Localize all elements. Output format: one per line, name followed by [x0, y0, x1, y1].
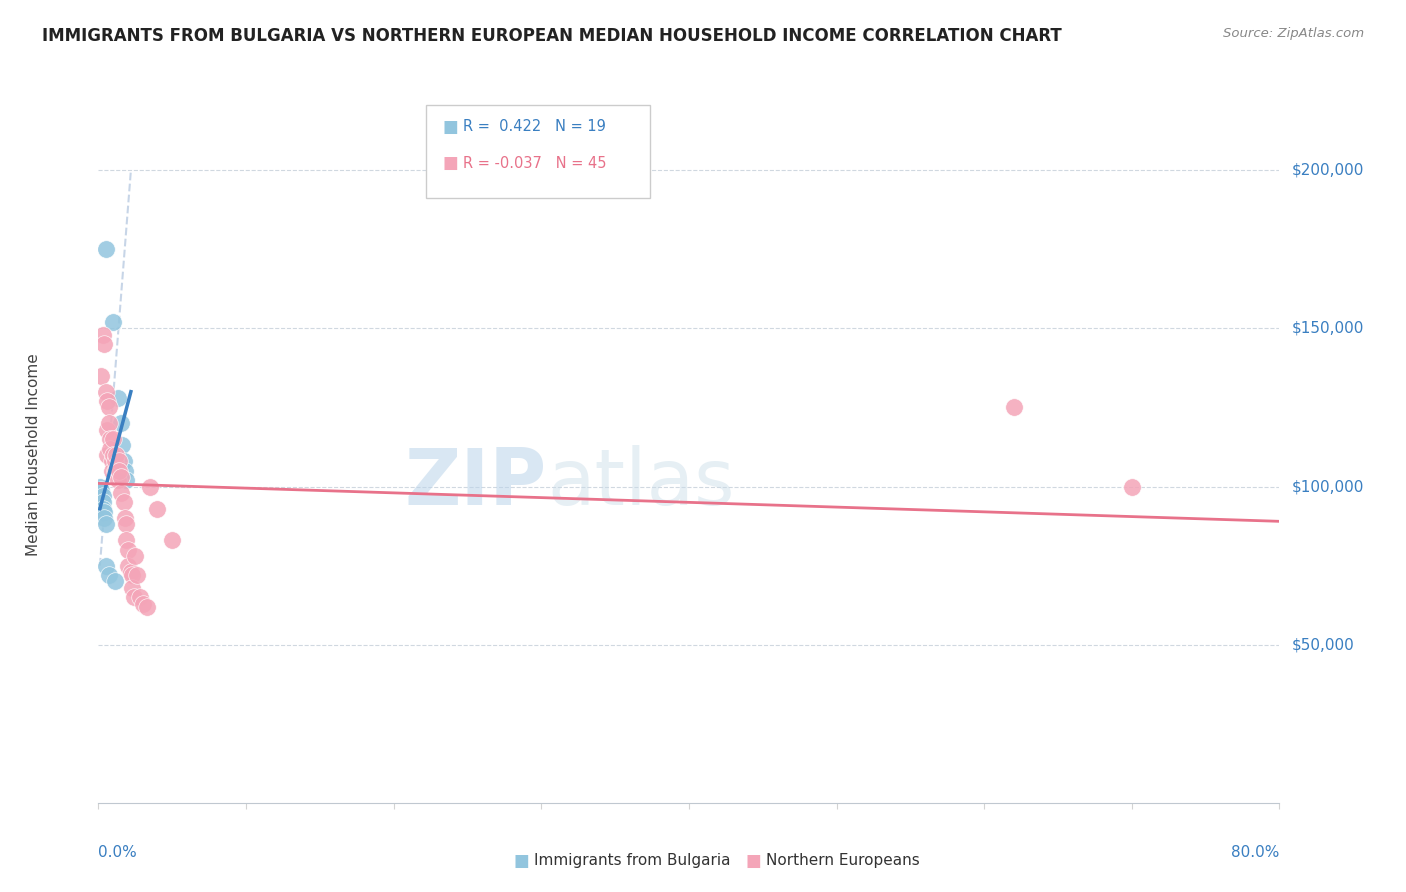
- Point: [110, 417, 132, 431]
- Point: [94, 384, 117, 399]
- Point: [90, 368, 112, 383]
- Point: [124, 549, 146, 563]
- Point: [122, 591, 145, 605]
- Point: [89, 479, 111, 493]
- Point: [114, 511, 136, 525]
- Text: ZIP: ZIP: [405, 445, 547, 521]
- Point: [112, 495, 135, 509]
- Text: 0.0%: 0.0%: [98, 845, 138, 860]
- Point: [1002, 401, 1025, 415]
- Point: [97, 568, 120, 582]
- Point: [104, 464, 127, 478]
- Text: $200,000: $200,000: [1291, 163, 1364, 178]
- Point: [117, 542, 139, 557]
- Point: [111, 438, 134, 452]
- Point: [96, 423, 118, 437]
- Point: [136, 599, 159, 614]
- Point: [107, 464, 129, 478]
- Text: R = -0.037   N = 45: R = -0.037 N = 45: [463, 156, 606, 170]
- Point: [139, 479, 162, 493]
- Text: ■: ■: [443, 118, 458, 136]
- Point: [110, 470, 132, 484]
- Point: [110, 486, 132, 500]
- Text: IMMIGRANTS FROM BULGARIA VS NORTHERN EUROPEAN MEDIAN HOUSEHOLD INCOME CORRELATIO: IMMIGRANTS FROM BULGARIA VS NORTHERN EUR…: [42, 27, 1062, 45]
- Point: [117, 558, 139, 573]
- Point: [114, 464, 136, 478]
- Text: Northern Europeans: Northern Europeans: [766, 854, 920, 868]
- Point: [132, 597, 155, 611]
- Point: [103, 448, 125, 462]
- Point: [115, 517, 138, 532]
- Point: [94, 517, 117, 532]
- Point: [107, 391, 129, 405]
- Point: [90, 483, 112, 497]
- Point: [91, 489, 114, 503]
- Point: [103, 432, 125, 446]
- Point: [93, 505, 115, 519]
- Point: [100, 464, 122, 478]
- Text: Source: ZipAtlas.com: Source: ZipAtlas.com: [1223, 27, 1364, 40]
- Text: $100,000: $100,000: [1291, 479, 1364, 494]
- Text: 80.0%: 80.0%: [1232, 845, 1279, 860]
- Point: [98, 442, 121, 456]
- Point: [1121, 479, 1143, 493]
- Text: ■: ■: [443, 154, 458, 172]
- Point: [112, 454, 135, 468]
- Point: [105, 464, 128, 478]
- Text: R =  0.422   N = 19: R = 0.422 N = 19: [463, 120, 606, 134]
- Point: [108, 454, 131, 468]
- Point: [93, 511, 115, 525]
- Point: [96, 448, 118, 462]
- Point: [94, 558, 117, 573]
- Point: [162, 533, 183, 548]
- Point: [107, 473, 129, 487]
- Point: [91, 327, 114, 342]
- Point: [91, 495, 114, 509]
- Text: ■: ■: [745, 852, 761, 870]
- Point: [104, 454, 127, 468]
- Point: [121, 581, 143, 595]
- Point: [120, 565, 142, 579]
- Point: [128, 591, 150, 605]
- Point: [146, 501, 169, 516]
- Text: Immigrants from Bulgaria: Immigrants from Bulgaria: [534, 854, 731, 868]
- Point: [94, 243, 117, 257]
- Text: $50,000: $50,000: [1291, 637, 1354, 652]
- Point: [105, 448, 128, 462]
- Point: [100, 454, 122, 468]
- Text: Median Household Income: Median Household Income: [25, 353, 41, 557]
- Text: atlas: atlas: [547, 445, 735, 521]
- Point: [103, 315, 125, 329]
- Point: [121, 568, 143, 582]
- Text: ■: ■: [513, 852, 529, 870]
- Point: [91, 501, 114, 516]
- Point: [97, 417, 120, 431]
- Point: [108, 464, 131, 478]
- Point: [125, 568, 148, 582]
- Point: [115, 473, 138, 487]
- Text: $150,000: $150,000: [1291, 321, 1364, 336]
- Point: [98, 432, 121, 446]
- Point: [96, 394, 118, 409]
- Point: [97, 401, 120, 415]
- Point: [104, 574, 127, 589]
- Point: [93, 337, 115, 351]
- Point: [115, 533, 138, 548]
